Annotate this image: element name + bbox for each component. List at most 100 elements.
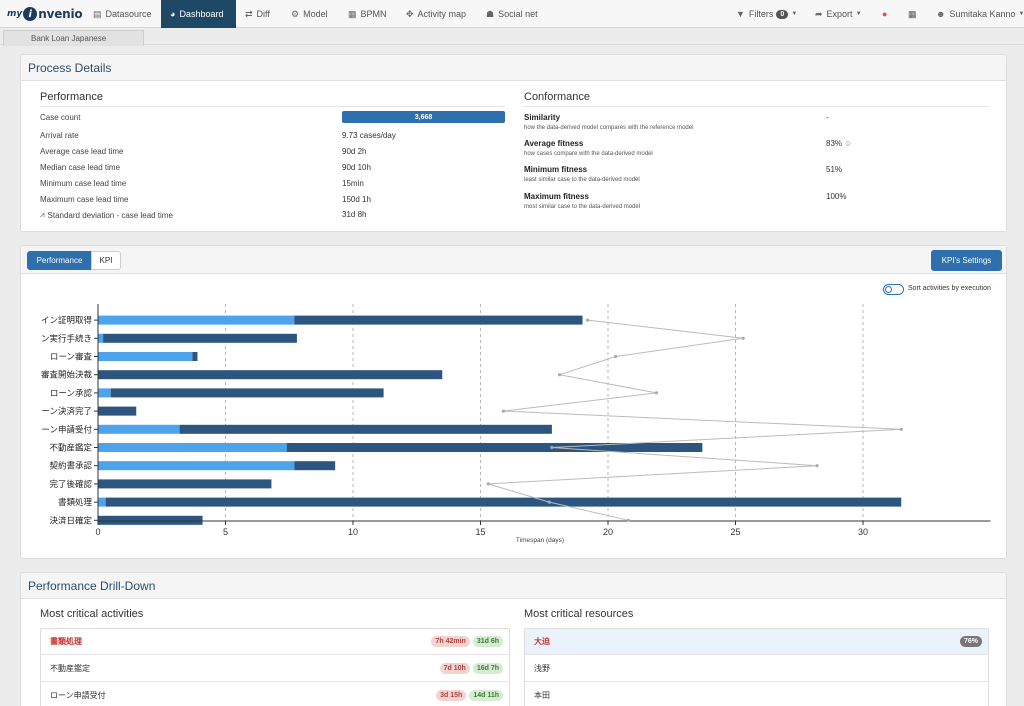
nav-social-net[interactable]: ☗ Social net	[486, 8, 538, 20]
metric-value: 90d 10h	[342, 163, 371, 172]
category-label: イン証明取得	[41, 315, 93, 325]
bar-segment[interactable]	[179, 424, 552, 434]
overlay-point	[741, 336, 745, 340]
x-tick-label: 25	[730, 527, 740, 537]
metric-label: Minimum case lead time	[40, 179, 127, 188]
bar-segment[interactable]	[98, 424, 180, 434]
activity-timespan-chart: イン証明取得ン実行手続きローン審査審査開始決裁ローン承認ーン決済完了ーン申請受付…	[41, 304, 991, 544]
app-logo[interactable]: my i nvenio	[7, 4, 83, 24]
bar-segment[interactable]	[286, 443, 703, 452]
bar-segment[interactable]	[294, 461, 336, 471]
nav-diff[interactable]: ⇄ Diff	[245, 8, 270, 20]
max-time-pill: 31d 6h	[472, 636, 503, 647]
overlay-point	[486, 482, 490, 486]
list-item[interactable]: 本田	[525, 683, 988, 706]
list-item[interactable]: 書類処理 7h 42min 31d 6h	[41, 629, 509, 655]
bar-segment[interactable]	[98, 388, 111, 398]
conformance-value: 83% ☺	[826, 139, 853, 148]
category-label: 不動産鑑定	[49, 443, 92, 453]
category-label: ローン審査	[50, 352, 93, 362]
bar-segment[interactable]	[105, 497, 902, 507]
bar-segment[interactable]	[98, 515, 203, 525]
logo-text: nvenio	[38, 7, 83, 21]
category-label: 契約書承認	[49, 461, 92, 471]
bar-segment[interactable]	[98, 479, 272, 489]
nav-datasource[interactable]: ▤ Datasource	[93, 8, 152, 20]
nav-bpmn[interactable]: ▦ BPMN	[348, 8, 387, 20]
metric-value: 90d 2h	[342, 147, 367, 156]
chart-panel-header	[21, 246, 1006, 274]
max-time-pill: 14d 11h	[469, 690, 503, 701]
tab-kpi[interactable]: KPI	[91, 251, 121, 270]
list-item[interactable]: 浅野	[525, 656, 988, 682]
kpi-settings-button[interactable]: KPI's Settings	[931, 250, 1002, 271]
bar-segment[interactable]	[98, 333, 104, 343]
bar-segment[interactable]	[98, 315, 295, 325]
metric-value: 15min	[342, 179, 364, 188]
conformance-value: 100%	[826, 192, 847, 201]
chevron-down-icon: ▼	[791, 11, 798, 17]
dataset-tab[interactable]: Bank Loan Japanese	[3, 30, 144, 46]
overlay-point	[501, 409, 506, 413]
sort-toggle[interactable]	[883, 284, 904, 295]
min-time-pill: 3d 15h	[436, 690, 467, 701]
bar-segment[interactable]	[98, 443, 287, 452]
notifications-button[interactable]: ●	[882, 0, 887, 28]
nav-activity-map[interactable]: ✥ Activity map	[406, 8, 467, 20]
bar-segment[interactable]	[98, 370, 443, 380]
bar-segment[interactable]	[98, 352, 193, 361]
category-label: 書類処理	[58, 497, 93, 507]
conformance-label: Minimum fitness	[524, 165, 588, 174]
overlay-point	[654, 391, 659, 395]
database-icon: ▤	[93, 8, 102, 19]
bar-segment[interactable]	[110, 388, 384, 398]
x-axis-label: Timespan (days)	[516, 537, 564, 544]
tab-performance[interactable]: Performance	[27, 251, 92, 270]
bar-segment[interactable]	[98, 461, 295, 471]
user-menu[interactable]: ☻ Sumitaka Kanno ▼	[936, 9, 1024, 19]
overlay-point	[550, 445, 554, 450]
metric-value: 9.73 cases/day	[342, 131, 396, 140]
max-time-pill: 16d 7h	[472, 663, 503, 674]
bar-segment[interactable]	[98, 497, 106, 507]
line-chart-icon: ⩘	[40, 210, 45, 219]
apps-grid-button[interactable]: ▦	[908, 0, 917, 28]
toggle-knob	[885, 286, 892, 293]
sort-toggle-label: Sort activities by execution	[908, 285, 991, 292]
export-dropdown[interactable]: ➦ Export ▼	[815, 8, 862, 20]
bar-segment[interactable]	[294, 315, 583, 325]
filters-dropdown[interactable]: ▼ Filters 0 ▼	[736, 9, 798, 19]
list-item[interactable]: 大迫 76%	[525, 629, 988, 655]
case-count-label: Case count	[40, 113, 81, 122]
category-label: 完了後確認	[49, 479, 92, 489]
critical-resources-title: Most critical resources	[524, 608, 634, 620]
metric-label: Maximum case lead time	[40, 195, 129, 204]
user-icon: ☻	[936, 9, 946, 19]
bar-segment[interactable]	[98, 406, 137, 416]
dashboard-icon: ◕	[170, 9, 176, 19]
smile-icon: ☺	[844, 139, 853, 148]
nav-dashboard[interactable]: ◕ Dashboard	[161, 0, 236, 28]
conformance-desc: how cases compare with the data-derived …	[524, 151, 653, 157]
diff-icon: ⇄	[245, 8, 253, 19]
metric-label: Arrival rate	[40, 131, 79, 140]
nav-model[interactable]: ⚙ Model	[291, 8, 328, 20]
x-tick-label: 20	[603, 527, 613, 537]
conformance-desc: least similar case to the data-derived m…	[524, 177, 640, 183]
category-label: ン実行手続き	[41, 333, 92, 343]
logo-my: my	[7, 9, 23, 19]
panel-title: Performance Drill-Down	[21, 573, 1006, 599]
bpmn-icon: ▦	[348, 8, 357, 19]
std-dev-link[interactable]: ⩘ Standard deviation - case lead time	[40, 210, 173, 220]
drilldown-panel: Performance Drill-Down Most critical act…	[20, 572, 1007, 706]
chevron-down-icon: ▼	[855, 11, 862, 17]
x-tick-label: 30	[858, 527, 868, 537]
bar-segment[interactable]	[103, 333, 297, 343]
x-tick-label: 5	[223, 527, 228, 537]
list-item[interactable]: 不動産鑑定 7d 10h 16d 7h	[41, 656, 509, 682]
dataset-tabbar: Bank Loan Japanese	[0, 28, 1024, 46]
bell-icon: ●	[882, 9, 888, 19]
export-icon: ➦	[815, 8, 823, 19]
list-item[interactable]: ローン申請受付 3d 15h 14d 11h	[41, 683, 509, 706]
bar-segment[interactable]	[192, 352, 198, 361]
